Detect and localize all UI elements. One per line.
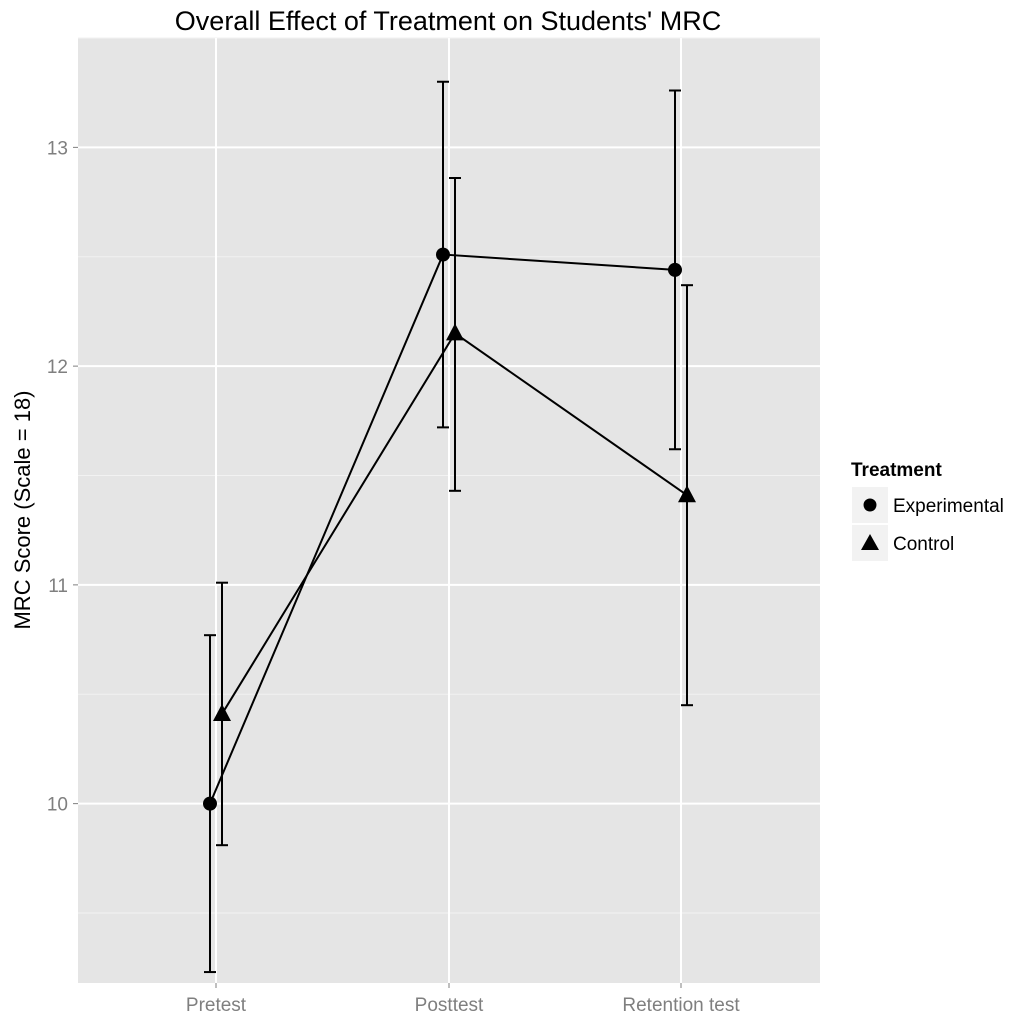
y-axis: 10 11 12 13 [47,138,78,816]
chart-title: Overall Effect of Treatment on Students'… [175,6,721,36]
y-tick-label: 12 [47,357,68,378]
series-experimental [203,80,682,974]
series-control [213,177,696,847]
x-axis: Pretest Posttest Retention test [186,983,740,1016]
x-tick-label: Posttest [415,995,484,1016]
data-point-control [446,323,464,341]
legend-title: Treatment [851,460,942,481]
legend-label-control: Control [893,534,954,555]
data-point-experimental [436,247,450,262]
legend: Treatment Experimental Control [851,460,1004,561]
data-point-control [213,703,231,721]
legend-circle-marker [863,498,877,512]
data-point-control [678,485,696,503]
y-axis-label: MRC Score (Scale = 18) [10,390,35,629]
y-tick-label: 10 [47,795,68,816]
x-tick-label: Retention test [622,995,740,1016]
major-gridlines [78,38,820,983]
y-tick-label: 11 [48,576,68,597]
y-tick-label: 13 [47,138,68,159]
data-point-experimental [668,262,682,277]
x-tick-label: Pretest [186,995,247,1016]
legend-label-experimental: Experimental [893,496,1004,517]
data-point-experimental [203,796,217,811]
legend-triangle-marker [861,534,879,550]
series-layer [203,80,696,974]
